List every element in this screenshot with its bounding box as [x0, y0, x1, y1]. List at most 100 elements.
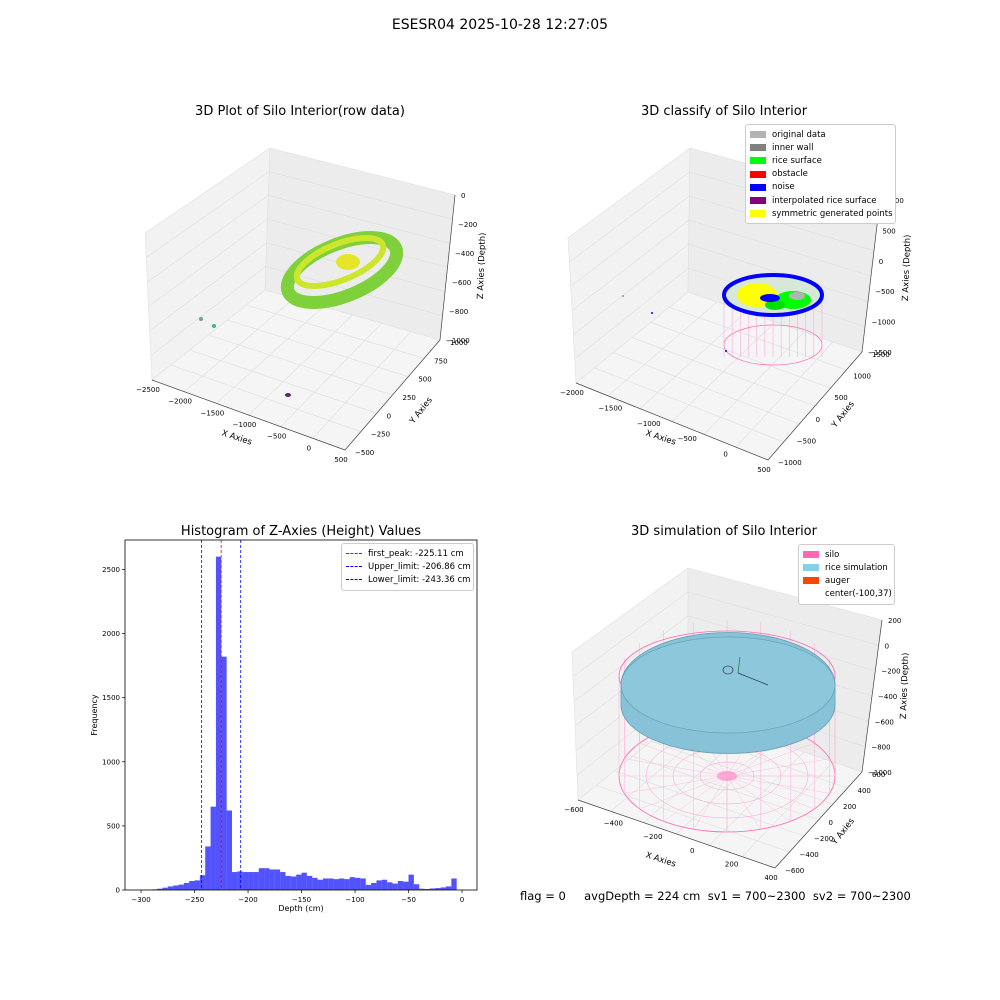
histogram-bar — [280, 872, 286, 890]
histogram-bar — [333, 879, 339, 890]
histogram-bar — [312, 877, 318, 890]
histogram-title: Histogram of Z-Axies (Height) Values — [180, 524, 422, 539]
y-tick-label: 1000 — [102, 758, 120, 766]
histogram-bar — [306, 875, 313, 890]
legend-swatch — [750, 197, 766, 205]
histogram-bar — [424, 888, 430, 890]
legend-label: noise — [772, 182, 795, 193]
legend-swatch — [750, 157, 766, 165]
histogram-bar — [274, 869, 281, 890]
y-tick-label: 2500 — [102, 566, 120, 574]
legend-entry: rice simulation — [803, 561, 890, 574]
legend-label: Upper_limit: -206.86 cm — [368, 561, 471, 572]
legend-label: center(-100,37) — [825, 589, 892, 600]
legend-label: symmetric generated points — [772, 208, 893, 219]
histogram-bar — [221, 656, 227, 890]
histogram-bar — [419, 888, 425, 890]
histogram-legend: first_peak: -225.11 cm Upper_limit: -206.… — [341, 543, 474, 591]
status-footer: flag = 0 avgDepth = 224 cm sv1 = 700~230… — [520, 889, 911, 903]
legend-entry: interpolated rice surface — [750, 194, 891, 207]
histogram-bar — [322, 878, 329, 890]
histogram-bar — [242, 872, 249, 890]
x-tick-label: −150 — [292, 896, 311, 904]
histogram-bar — [440, 887, 446, 890]
histogram-bar — [328, 878, 334, 890]
histogram-bar — [264, 868, 270, 890]
legend-label: obstacle — [772, 169, 808, 180]
histogram-bar — [376, 880, 382, 890]
classify-legend: original data inner wall rice surface obsta… — [745, 124, 896, 225]
x-tick-label: −300 — [131, 896, 150, 904]
histogram-bar — [296, 874, 302, 890]
histogram-bar — [205, 846, 211, 890]
legend-label: silo — [825, 549, 840, 560]
histogram-bar — [194, 880, 200, 890]
y-axis-label: Frequency — [90, 694, 99, 736]
legend-swatch — [803, 577, 819, 585]
x-tick-label: −200 — [238, 896, 257, 904]
legend-entry: center(-100,37) — [803, 588, 892, 601]
legend-swatch — [750, 144, 766, 152]
legend-entry: auger — [803, 574, 890, 587]
legend-label: first_peak: -225.11 cm — [368, 548, 464, 559]
histogram-bar — [290, 876, 297, 890]
legend-label: rice surface — [772, 155, 822, 166]
histogram-bar — [344, 879, 350, 890]
histogram-bar — [248, 872, 254, 890]
histogram-bar — [226, 810, 232, 890]
legend-swatch — [750, 210, 766, 218]
histogram-bar — [338, 878, 345, 890]
legend-entry: Lower_limit: -243.36 cm — [346, 573, 471, 586]
y-tick-label: 0 — [116, 887, 120, 895]
legend-line-sample — [346, 566, 362, 568]
legend-label: interpolated rice surface — [772, 195, 877, 206]
histogram-bar — [183, 882, 190, 890]
histogram-bar — [157, 888, 163, 890]
legend-label: inner wall — [772, 142, 814, 153]
histogram-bar — [355, 877, 361, 890]
histogram-bar — [392, 883, 398, 890]
histogram-bar — [408, 874, 414, 890]
histogram-bar — [301, 872, 307, 890]
legend-entry: original data — [750, 128, 891, 141]
simulation-legend: silo rice simulation auger center(-100,37) — [798, 544, 895, 605]
histogram-bar — [371, 882, 377, 890]
legend-entry: noise — [750, 181, 891, 194]
legend-swatch — [803, 591, 819, 598]
legend-entry: symmetric generated points — [750, 207, 893, 220]
legend-entry: rice surface — [750, 154, 891, 167]
simulation-plot-title: 3D simulation of Silo Interior — [631, 524, 817, 539]
histogram-bar — [173, 885, 179, 890]
legend-entry: first_peak: -225.11 cm — [346, 547, 469, 560]
legend-label: Lower_limit: -243.36 cm — [368, 574, 471, 585]
y-tick-label: 2000 — [102, 630, 120, 638]
histogram-bar — [215, 556, 222, 890]
histogram-bar — [269, 869, 275, 890]
y-tick-label: 500 — [107, 822, 120, 830]
x-tick-label: 0 — [460, 896, 464, 904]
histogram-bar — [178, 884, 184, 890]
legend-swatch — [803, 564, 819, 572]
histogram-bar — [445, 886, 452, 890]
histogram-bar — [387, 882, 393, 890]
x-tick-label: −250 — [185, 896, 204, 904]
histogram-bar — [429, 888, 436, 890]
raw-plot-title: 3D Plot of Silo Interior(row data) — [195, 104, 405, 119]
legend-entry: inner wall — [750, 141, 891, 154]
histogram-bar — [435, 888, 441, 890]
legend-swatch — [803, 551, 819, 559]
x-tick-label: −100 — [345, 896, 364, 904]
y-tick-label: 1500 — [102, 694, 120, 702]
histogram-bar — [210, 806, 216, 890]
histogram-bar — [237, 871, 243, 890]
legend-entry: silo — [803, 548, 890, 561]
figure-title: ESESR04 2025-10-28 12:27:05 — [391, 17, 609, 33]
histogram-bar — [162, 887, 168, 890]
x-axis-label: Depth (cm) — [278, 904, 323, 913]
histogram-bar — [360, 878, 366, 890]
histogram-bar — [381, 879, 388, 890]
histogram-bar — [451, 878, 457, 890]
histogram-bar — [349, 877, 356, 890]
legend-label: auger — [825, 575, 850, 586]
classify-plot-title: 3D classify of Silo Interior — [640, 104, 808, 119]
